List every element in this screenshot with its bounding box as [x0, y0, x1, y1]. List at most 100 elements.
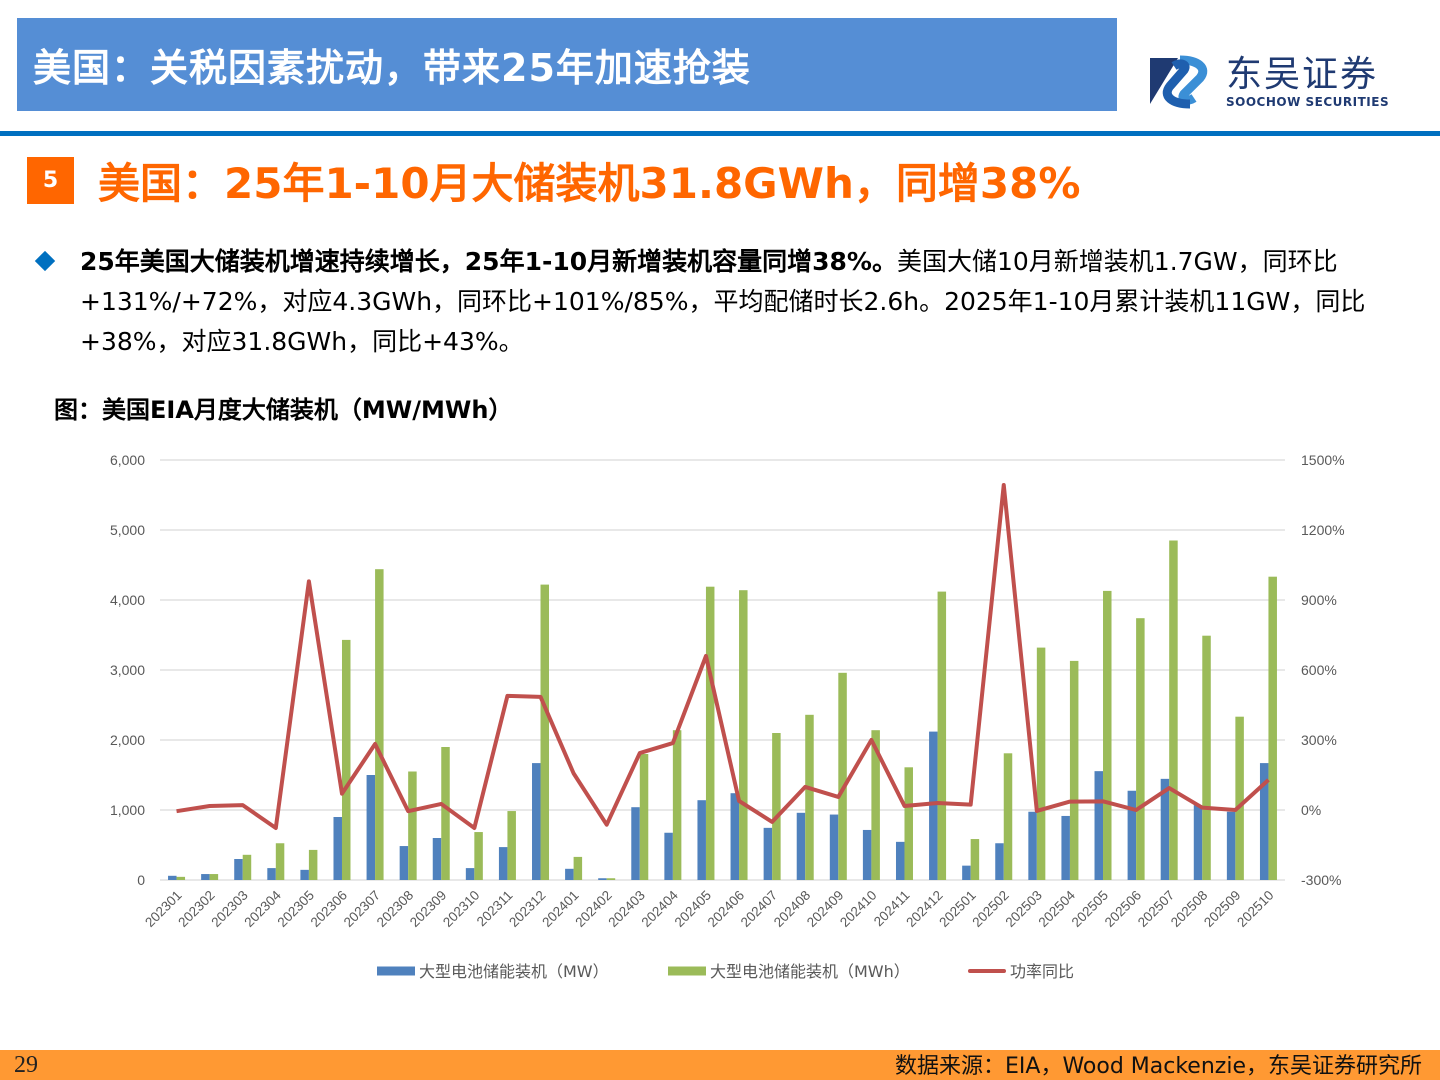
- footer-bar: 29 数据来源：EIA，Wood Mackenzie，东吴证券研究所: [0, 1050, 1440, 1080]
- bar-mwh: [441, 747, 450, 880]
- bar-mw: [829, 814, 839, 880]
- y-axis-tick-left: 1,000: [110, 802, 145, 818]
- bar-mwh: [1235, 716, 1244, 880]
- bar-mw: [1160, 778, 1170, 880]
- bar-mw: [565, 868, 574, 880]
- bar-mw: [598, 878, 607, 880]
- bar-mw: [631, 807, 640, 880]
- bar-mw: [465, 868, 475, 880]
- line-yoy: [176, 482, 1270, 830]
- y-axis-tick-right: 300%: [1301, 732, 1337, 748]
- bar-mwh: [375, 569, 384, 880]
- bar-mw: [995, 843, 1004, 880]
- header-band: 美国：关税因素扰动，带来25年加速抢装: [17, 18, 1117, 111]
- bar-mwh: [871, 730, 880, 880]
- bar-mwh: [904, 767, 913, 880]
- logo-chinese-name: 东吴证券: [1226, 54, 1379, 95]
- bar-mwh: [772, 733, 781, 880]
- bar-mw: [862, 829, 872, 880]
- bar-mwh: [606, 878, 616, 880]
- bar-mw: [796, 812, 806, 880]
- bar-mwh: [970, 839, 980, 880]
- bar-mwh: [1268, 576, 1277, 880]
- bar-mw: [532, 763, 541, 880]
- bar-mwh: [242, 854, 252, 880]
- bar-mwh: [573, 856, 583, 880]
- bullet-body-text: 美国大储10月新增装机1.7GW，同环比+131%/+72%，对应4.3GWh，…: [80, 247, 1366, 356]
- bar-mwh: [275, 843, 285, 880]
- bar-mwh: [308, 849, 318, 880]
- bar-mwh: [507, 811, 516, 880]
- bar-mwh: [540, 584, 550, 880]
- bar-mw: [895, 841, 905, 880]
- page-title: 美国：关税因素扰动，带来25年加速抢装: [33, 46, 751, 90]
- company-logo: 东吴证券 SOOCHOW SECURITIES: [1150, 52, 1400, 112]
- bar-mw: [300, 869, 309, 880]
- bar-mw: [664, 832, 673, 880]
- bar-mwh: [408, 771, 417, 880]
- soochow-logo-icon: [1150, 54, 1218, 110]
- y-axis-tick-left: 3,000: [110, 662, 145, 678]
- bar-mw: [432, 838, 442, 880]
- y-axis-tick-right: -300%: [1301, 872, 1341, 888]
- y-axis-tick-right: 0%: [1301, 802, 1321, 818]
- y-axis-tick-right: 1200%: [1301, 522, 1345, 538]
- bar-mwh: [672, 730, 682, 880]
- bar-mwh: [705, 586, 715, 880]
- bar-mwh: [341, 639, 351, 880]
- bar-mw: [1193, 805, 1203, 880]
- bar-mwh: [1036, 647, 1046, 880]
- storage-installation-chart: 0 1,000 2,000 3,000 4,000 5,000 6,000 -300% 0% 30…: [0, 440, 1440, 1000]
- bar-mw: [234, 859, 243, 880]
- bar-mwh: [1069, 660, 1079, 880]
- chart-title: 图：美国EIA月度大储装机（MW/MWh）: [54, 396, 513, 424]
- bullet-bold-text: 25年美国大储装机增速持续增长，25年1-10月新增装机容量同增38%。: [80, 247, 897, 276]
- bar-mw: [962, 865, 971, 880]
- bar-mw: [697, 800, 706, 880]
- bar-mwh: [1003, 753, 1013, 880]
- legend-swatch: [377, 966, 415, 976]
- y-axis-tick-left: 0: [137, 872, 145, 888]
- bar-mwh: [1103, 590, 1112, 880]
- bar-mw: [763, 827, 773, 880]
- bar-mw: [168, 875, 177, 880]
- legend-label: 功率同比: [1010, 962, 1074, 981]
- header-divider: [0, 131, 1440, 136]
- bar-mw: [1226, 811, 1236, 880]
- bar-mw: [333, 817, 342, 880]
- bar-mwh: [474, 832, 483, 880]
- bar-mwh: [739, 590, 748, 880]
- bar-mwh: [1202, 635, 1211, 880]
- bar-mw: [730, 793, 740, 880]
- bar-mwh: [838, 672, 847, 880]
- x-axis-label: 202310: [440, 888, 482, 930]
- bar-mw: [267, 868, 276, 880]
- bar-mw: [1061, 815, 1070, 880]
- bar-mw: [201, 874, 210, 880]
- y-axis-tick-right: 900%: [1301, 592, 1337, 608]
- bar-mwh: [639, 754, 649, 880]
- y-axis-tick-left: 5,000: [110, 522, 145, 538]
- summary-bullet: 25年美国大储装机增速持续增长，25年1-10月新增装机容量同增38%。美国大储…: [34, 242, 1416, 362]
- x-axis-label: 202410: [837, 888, 879, 930]
- bar-mwh: [176, 876, 186, 880]
- y-axis-tick-right: 600%: [1301, 662, 1337, 678]
- legend-label: 大型电池储能装机（MW）: [419, 962, 609, 981]
- bar-mwh: [805, 714, 814, 880]
- bar-mwh: [1136, 618, 1145, 880]
- legend-label: 大型电池储能装机（MWh）: [710, 962, 910, 981]
- bar-mw: [1259, 763, 1269, 880]
- section-number-badge: 5: [27, 156, 74, 204]
- combo-chart-svg: 0 1,000 2,000 3,000 4,000 5,000 6,000 -300% 0% 30…: [110, 452, 1345, 981]
- bar-mw: [498, 847, 508, 880]
- logo-english-name: SOOCHOW SECURITIES: [1226, 95, 1390, 109]
- bar-mwh: [937, 591, 947, 880]
- y-axis-tick-left: 6,000: [110, 452, 145, 468]
- bar-mw: [1127, 790, 1137, 880]
- bar-mwh: [1169, 540, 1178, 880]
- data-source: 数据来源：EIA，Wood Mackenzie，东吴证券研究所: [895, 1054, 1422, 1079]
- bar-mw: [366, 775, 376, 880]
- y-axis-tick-left: 4,000: [110, 592, 145, 608]
- bar-mw: [1094, 771, 1104, 880]
- y-axis-tick-right: 1500%: [1301, 452, 1345, 468]
